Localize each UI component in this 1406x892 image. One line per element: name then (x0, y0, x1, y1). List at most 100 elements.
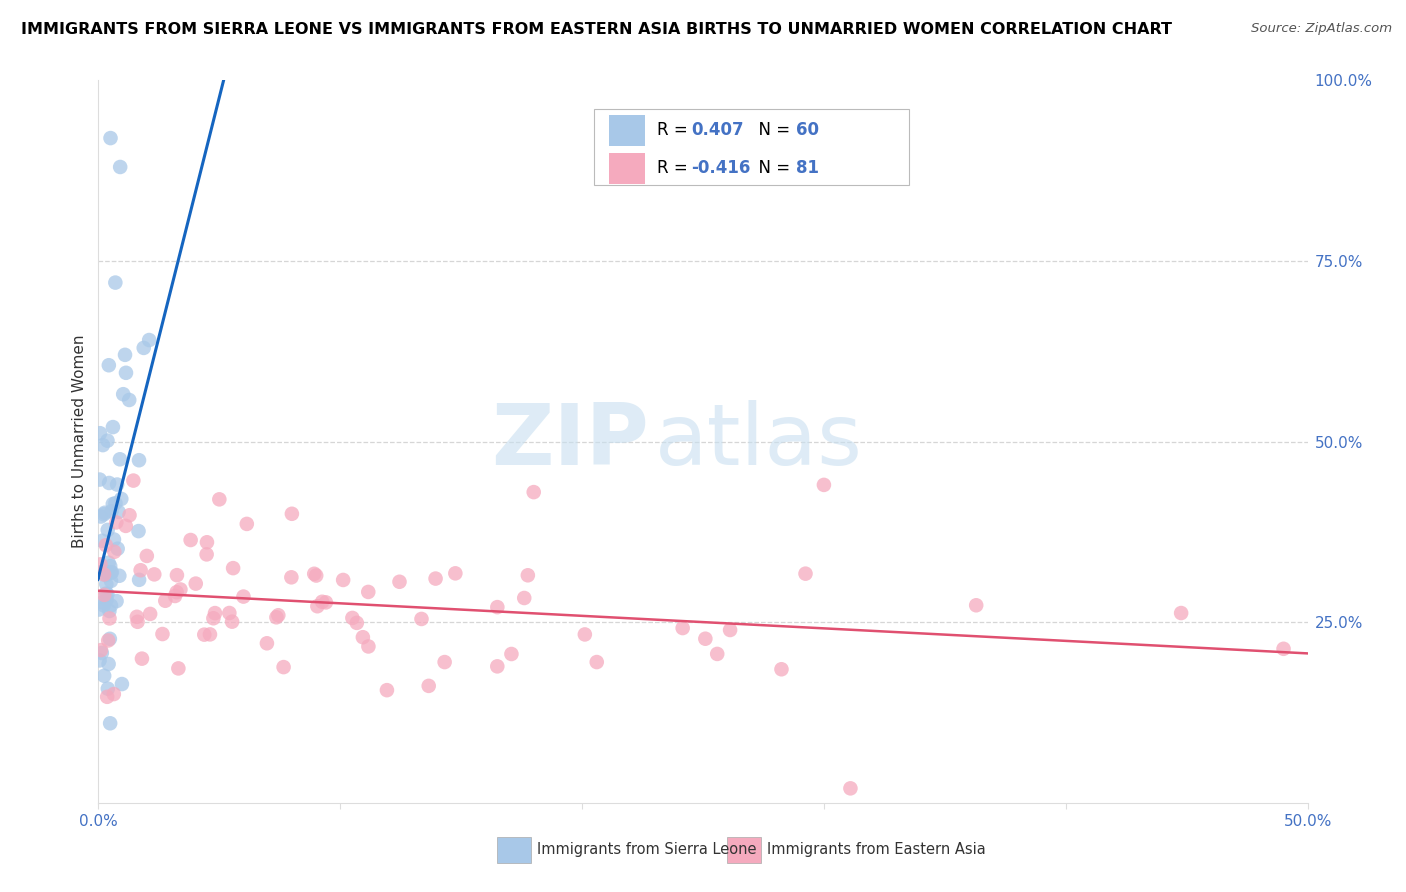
Point (165, 589, 187, 603)
Point (444, 566, 467, 581)
Point (169, 582, 191, 597)
Point (128, 453, 150, 467)
Point (93, 599, 115, 613)
Point (1170, 606, 1192, 620)
Point (91, 533, 114, 548)
Point (180, 533, 202, 547)
Point (108, 568, 131, 582)
Point (105, 516, 128, 530)
Point (112, 387, 135, 401)
Point (90, 509, 112, 524)
Point (89, 558, 111, 572)
Point (96, 593, 118, 607)
Point (96, 577, 118, 591)
Point (107, 541, 129, 556)
Point (195, 548, 218, 562)
Point (108, 452, 131, 467)
Point (97, 523, 120, 537)
Point (198, 627, 221, 641)
Point (115, 366, 138, 380)
Point (97, 633, 120, 648)
Point (103, 687, 125, 701)
Point (135, 549, 157, 563)
Point (388, 574, 411, 589)
Point (114, 348, 136, 362)
Point (256, 636, 278, 650)
Point (101, 566, 124, 580)
Point (672, 621, 695, 635)
Text: Immigrants from Eastern Asia: Immigrants from Eastern Asia (768, 842, 986, 857)
Point (332, 573, 354, 587)
Point (90, 646, 112, 660)
Point (266, 610, 288, 624)
Point (411, 612, 433, 626)
Point (98, 559, 121, 574)
Point (166, 585, 188, 599)
Point (125, 609, 148, 624)
Point (418, 679, 440, 693)
Text: IMMIGRANTS FROM SIERRA LEONE VS IMMIGRANTS FROM EASTERN ASIA BIRTHS TO UNMARRIED: IMMIGRANTS FROM SIERRA LEONE VS IMMIGRAN… (21, 22, 1173, 37)
Point (96, 690, 118, 704)
Text: 0.407: 0.407 (690, 121, 744, 139)
Point (128, 573, 150, 587)
Point (143, 567, 166, 582)
Point (101, 420, 124, 434)
Point (108, 160, 131, 174)
Point (93, 508, 115, 522)
FancyBboxPatch shape (595, 109, 908, 185)
Point (100, 566, 122, 580)
Text: -0.416: -0.416 (690, 160, 751, 178)
Point (89, 473, 111, 487)
Point (105, 477, 128, 491)
Point (122, 474, 145, 488)
Point (695, 632, 717, 646)
Point (118, 392, 141, 407)
Point (87, 602, 110, 616)
Point (346, 615, 368, 630)
Point (218, 606, 240, 620)
Text: N =: N = (748, 160, 796, 178)
Point (433, 655, 456, 669)
Point (965, 599, 987, 613)
Point (97, 556, 120, 570)
Point (98, 716, 121, 731)
Point (155, 593, 177, 607)
Point (132, 341, 155, 355)
Point (100, 504, 122, 518)
Point (204, 606, 226, 620)
Point (794, 566, 817, 581)
Point (93, 669, 115, 683)
Point (813, 478, 835, 492)
Point (97, 657, 120, 671)
Text: Source: ZipAtlas.com: Source: ZipAtlas.com (1251, 22, 1392, 36)
Point (342, 611, 364, 625)
Point (104, 496, 127, 510)
Text: 81: 81 (796, 160, 820, 178)
Point (352, 630, 374, 644)
Point (486, 600, 509, 615)
Point (94, 506, 117, 520)
Point (114, 519, 136, 533)
Point (96, 565, 118, 579)
Bar (609, 115, 645, 145)
Point (87, 566, 110, 580)
Point (89, 653, 111, 667)
Point (839, 781, 862, 796)
Point (89, 426, 111, 441)
Point (222, 561, 245, 575)
Point (357, 640, 380, 654)
Point (97, 681, 120, 696)
Point (184, 576, 207, 591)
Point (110, 491, 132, 506)
Text: Immigrants from Sierra Leone: Immigrants from Sierra Leone (537, 842, 756, 857)
Point (138, 333, 160, 347)
Point (93, 567, 115, 582)
Point (93, 588, 115, 602)
Point (101, 497, 124, 511)
Point (315, 595, 337, 609)
Point (232, 590, 254, 604)
Point (267, 608, 290, 623)
Point (501, 647, 523, 661)
Text: ZIP: ZIP (491, 400, 648, 483)
Point (98, 632, 121, 646)
